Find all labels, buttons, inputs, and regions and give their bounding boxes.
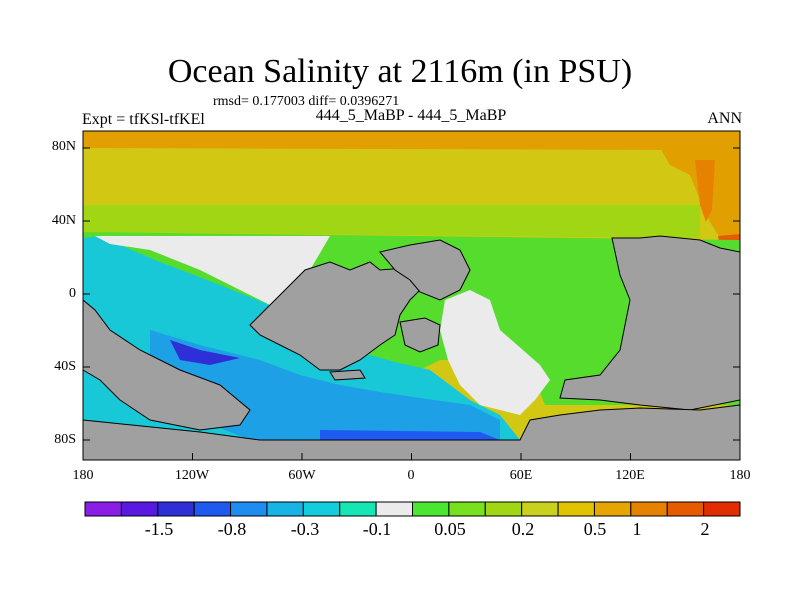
island-land (399, 317, 441, 353)
colorbar-box (484, 501, 523, 517)
x-tick-label: 120W (174, 468, 210, 483)
y-tick-label: 80N (51, 139, 76, 154)
colorbar-box (630, 501, 668, 517)
x-tick-label: 60W (288, 468, 316, 483)
colorbar-label: -0.8 (217, 519, 247, 539)
colorbar-label: -0.1 (362, 519, 392, 539)
colorbar-label: 0.2 (511, 519, 535, 539)
experiment-label: Expt = tfKSl-tfKEl (82, 111, 205, 128)
colorbar-label: 0.5 (583, 519, 607, 539)
colorbar-box (230, 501, 268, 517)
central-land (379, 239, 471, 301)
y-tick-label: 40N (51, 213, 76, 228)
y-tick-label: 40S (54, 359, 76, 374)
colorbar-box (593, 501, 632, 517)
colorbar-box (266, 501, 304, 517)
colorbar-box (120, 501, 159, 517)
colorbar-box (521, 501, 559, 517)
colorbar-label: 2 (700, 519, 710, 539)
americas-land (249, 261, 421, 371)
arctic-salinity-peak (695, 160, 715, 222)
x-tick-label: 60E (509, 468, 533, 483)
y-tick-label: 80S (54, 432, 76, 447)
colorbar (84, 501, 741, 517)
colorbar-box (157, 501, 195, 517)
colorbar-box (302, 501, 341, 517)
colorbar-box (375, 501, 413, 517)
colorbar-box (84, 501, 122, 517)
colorbar-box (703, 501, 741, 517)
colorbar-label: 1 (632, 519, 642, 539)
colorbar-box (666, 501, 705, 517)
small-island (329, 369, 366, 381)
arctic-salinity-high (83, 131, 740, 152)
colorbar-box (193, 501, 232, 517)
colorbar-box (557, 501, 595, 517)
x-tick-label: 180 (72, 468, 94, 483)
colorbar-label: 0.05 (434, 519, 466, 539)
colorbar-box (412, 501, 450, 517)
season-label: ANN (707, 110, 742, 127)
y-tick-label: 0 (69, 286, 76, 301)
pacific-neutral (95, 236, 330, 305)
eurasia-land (559, 235, 741, 411)
colorbar-box (339, 501, 377, 517)
indian-neutral (440, 290, 550, 415)
landmasses (82, 235, 741, 461)
stats-line: rmsd= 0.177003 diff= 0.0396271 (213, 94, 400, 109)
colorbar-box (448, 501, 486, 517)
north-pacific-band (83, 205, 700, 238)
plot-title: Ocean Salinity at 2116m (in PSU) (167, 53, 633, 90)
x-tick-label: 0 (407, 468, 415, 483)
colorbar-label: -0.3 (290, 519, 320, 539)
south-blue-band (320, 430, 500, 440)
x-tick-label: 120E (615, 468, 645, 483)
axis-ticks (82, 147, 741, 460)
west-coast-land (82, 298, 251, 431)
x-tick-label: 180 (729, 468, 751, 483)
colorbar-label: -1.5 (144, 519, 174, 539)
map-panel (82, 130, 741, 461)
case-label: 444_5_MaBP - 444_5_MaBP (315, 107, 507, 124)
southern-deep-blue (170, 340, 240, 365)
